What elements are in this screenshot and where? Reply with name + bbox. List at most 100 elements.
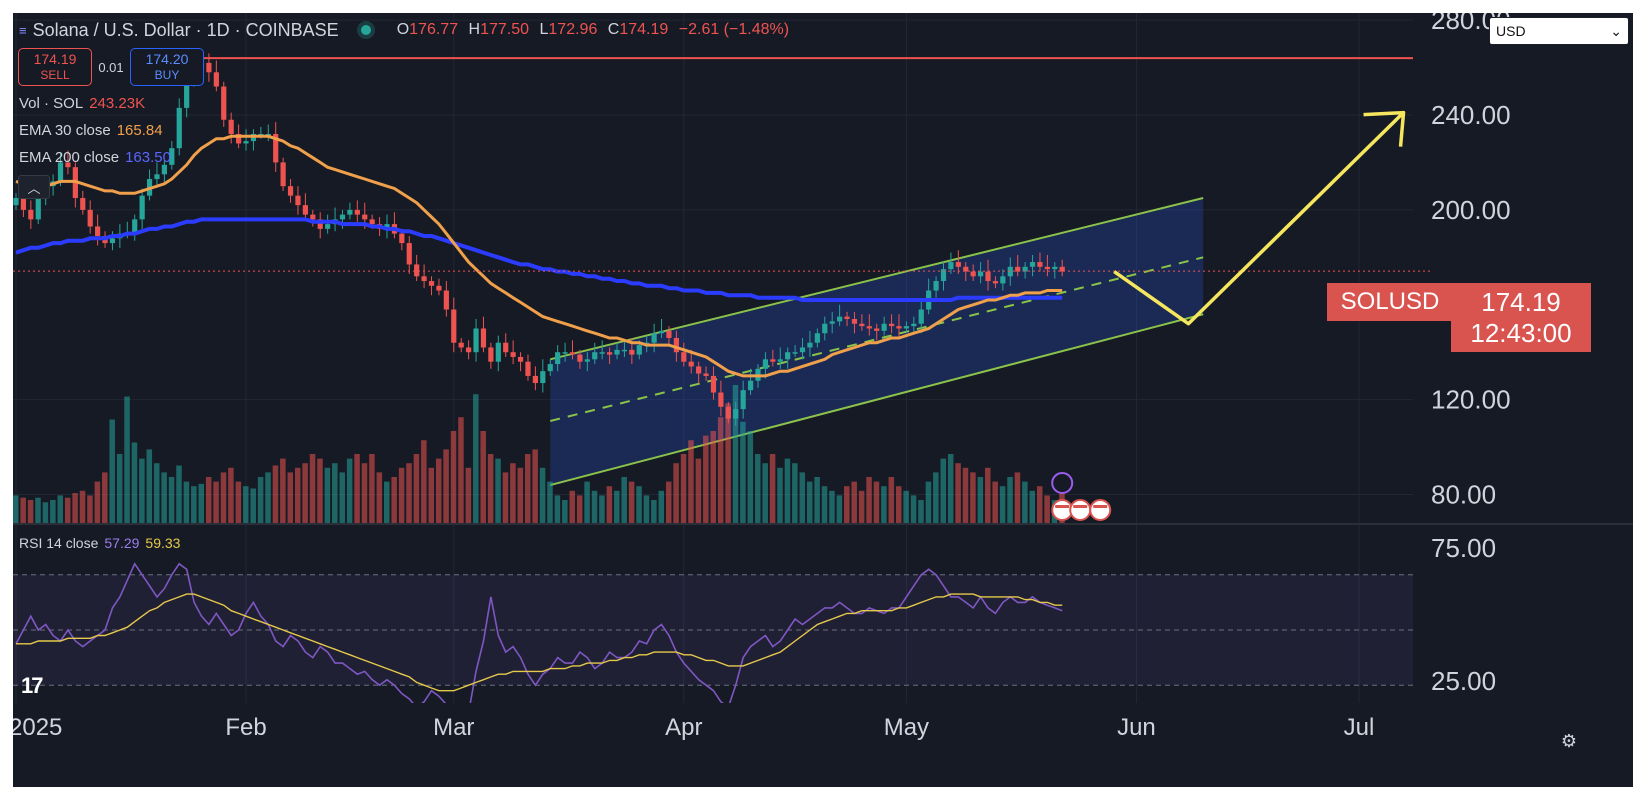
legend-rsi[interactable]: RSI 14 close 57.29 59.33 [19,535,180,551]
candle-body-105 [792,352,798,354]
bar-countdown: 12:43:00 [1470,317,1572,348]
candle-body-114 [859,323,865,327]
volume-bar-73 [554,495,561,523]
candle-body-118 [888,323,895,327]
volume-bar-91 [688,440,694,523]
legend-volume[interactable]: Vol · SOL 243.23K [19,95,145,112]
candle-body-29 [228,119,234,134]
candle-body-61 [466,347,472,353]
gear-icon[interactable]: ⚙ [1560,731,1577,751]
legend-ema30[interactable]: EMA 30 close 165.84 [19,122,163,139]
buy-button[interactable]: 174.20 BUY [130,48,204,86]
volume-bar-125 [940,458,946,523]
symbol-title[interactable]: Solana / U.S. Dollar · 1D · COINBASE [32,19,339,40]
volume-bar-118 [888,477,895,523]
volume-bar-136 [1022,481,1028,523]
candle-body-122 [918,309,924,324]
candle-body-121 [911,323,917,327]
volume-bar-97 [732,385,739,523]
candle-body-82 [621,349,628,352]
volume-bar-105 [792,463,798,523]
close-label: C [607,21,620,38]
candle-body-54 [414,264,420,277]
candle-body-79 [599,352,605,354]
volume-bar-22 [176,465,182,523]
volume-bar-32 [250,488,256,523]
legend-ema200[interactable]: EMA 200 close 163.50 [19,149,171,166]
volume-bar-78 [591,490,598,523]
volume-bar-87 [658,490,665,523]
volume-bar-43 [332,463,338,523]
volume-bar-34 [265,472,271,523]
volume-bar-51 [391,477,397,523]
volume-bar-58 [443,449,449,523]
volume-bar-106 [799,472,806,523]
volume-bar-128 [962,467,969,523]
event-badges[interactable] [1051,472,1112,521]
volume-bar-68 [517,467,524,523]
volume-bar-107 [806,481,813,523]
candle-body-28 [221,86,227,120]
volume-bar-0 [13,495,19,523]
us-flag-icon-2 [1089,499,1112,521]
volume-bar-41 [317,458,323,523]
drawings[interactable] [13,57,1433,326]
candle-body-89 [673,337,679,353]
rsi-ma-line [16,593,1063,692]
ema30-line [15,134,1063,378]
candle-body-33 [258,133,264,136]
sell-label: SELL [40,68,70,82]
candle-body-62 [473,328,479,353]
candle-body-119 [896,326,902,329]
market-status-dot[interactable] [360,25,371,35]
candle-body-44 [339,214,346,220]
candle-body-76 [577,354,583,362]
ticker-label: SOLUSD [1327,283,1453,321]
candle-body-98 [740,390,746,410]
candle-body-11 [95,226,101,236]
volume-bar-110 [829,490,835,523]
candle-body-80 [607,352,613,355]
volume-bar-44 [339,472,345,523]
volume-bar-6 [57,495,64,523]
time-tick-0: 2025 [13,714,62,741]
symbol-header[interactable]: ≡ Solana / U.S. Dollar · 1D · COINBASE O… [13,13,795,47]
candle-body-9 [80,198,86,210]
candle-body-77 [584,359,590,362]
volume-bar-124 [933,472,939,523]
candle-body-37 [287,186,294,196]
candle-body-21 [169,148,175,165]
candle-body-84 [636,345,642,355]
currency-select[interactable]: USD ⌄ [1489,17,1629,45]
volume-bar-66 [502,472,509,523]
candle-body-46 [354,209,360,215]
sell-button[interactable]: 174.19 SELL [18,48,92,86]
projection-arrow [1113,111,1405,326]
candle-body-13 [109,238,116,244]
chart-canvas[interactable]: 280.00240.00200.00120.0080.0075.0025.002… [13,13,1633,787]
ema200-line [15,217,1063,302]
volume-bar-116 [873,481,880,523]
vol-label: Vol · SOL [19,95,84,112]
volume-bar-95 [717,417,724,523]
ema-lines [15,134,1063,378]
volume-bar-2 [27,500,34,523]
vol-value: 243.23K [89,95,146,112]
volume-bar-139 [1044,495,1050,523]
candle-body-97 [733,409,739,419]
tradingview-logo[interactable]: 17 [21,673,44,698]
candle-body-87 [658,330,665,334]
volume-bar-24 [191,486,197,523]
candle-body-83 [629,349,635,355]
candle-body-140 [1052,266,1058,270]
candle-body-39 [302,205,308,215]
candle-body-23 [184,81,190,108]
candle-body-64 [488,347,494,362]
chart-panel[interactable]: 280.00 240.00 200.00 120.00 80.00 75.00 25.00 2… [13,13,1633,787]
candle-body-1 [20,198,27,210]
volume-bar-27 [213,481,219,523]
collapse-legend-button[interactable]: ︿ [18,175,50,199]
candle-body-130 [978,271,984,277]
volume-bar-84 [636,486,642,523]
volume-bar-92 [695,458,702,523]
